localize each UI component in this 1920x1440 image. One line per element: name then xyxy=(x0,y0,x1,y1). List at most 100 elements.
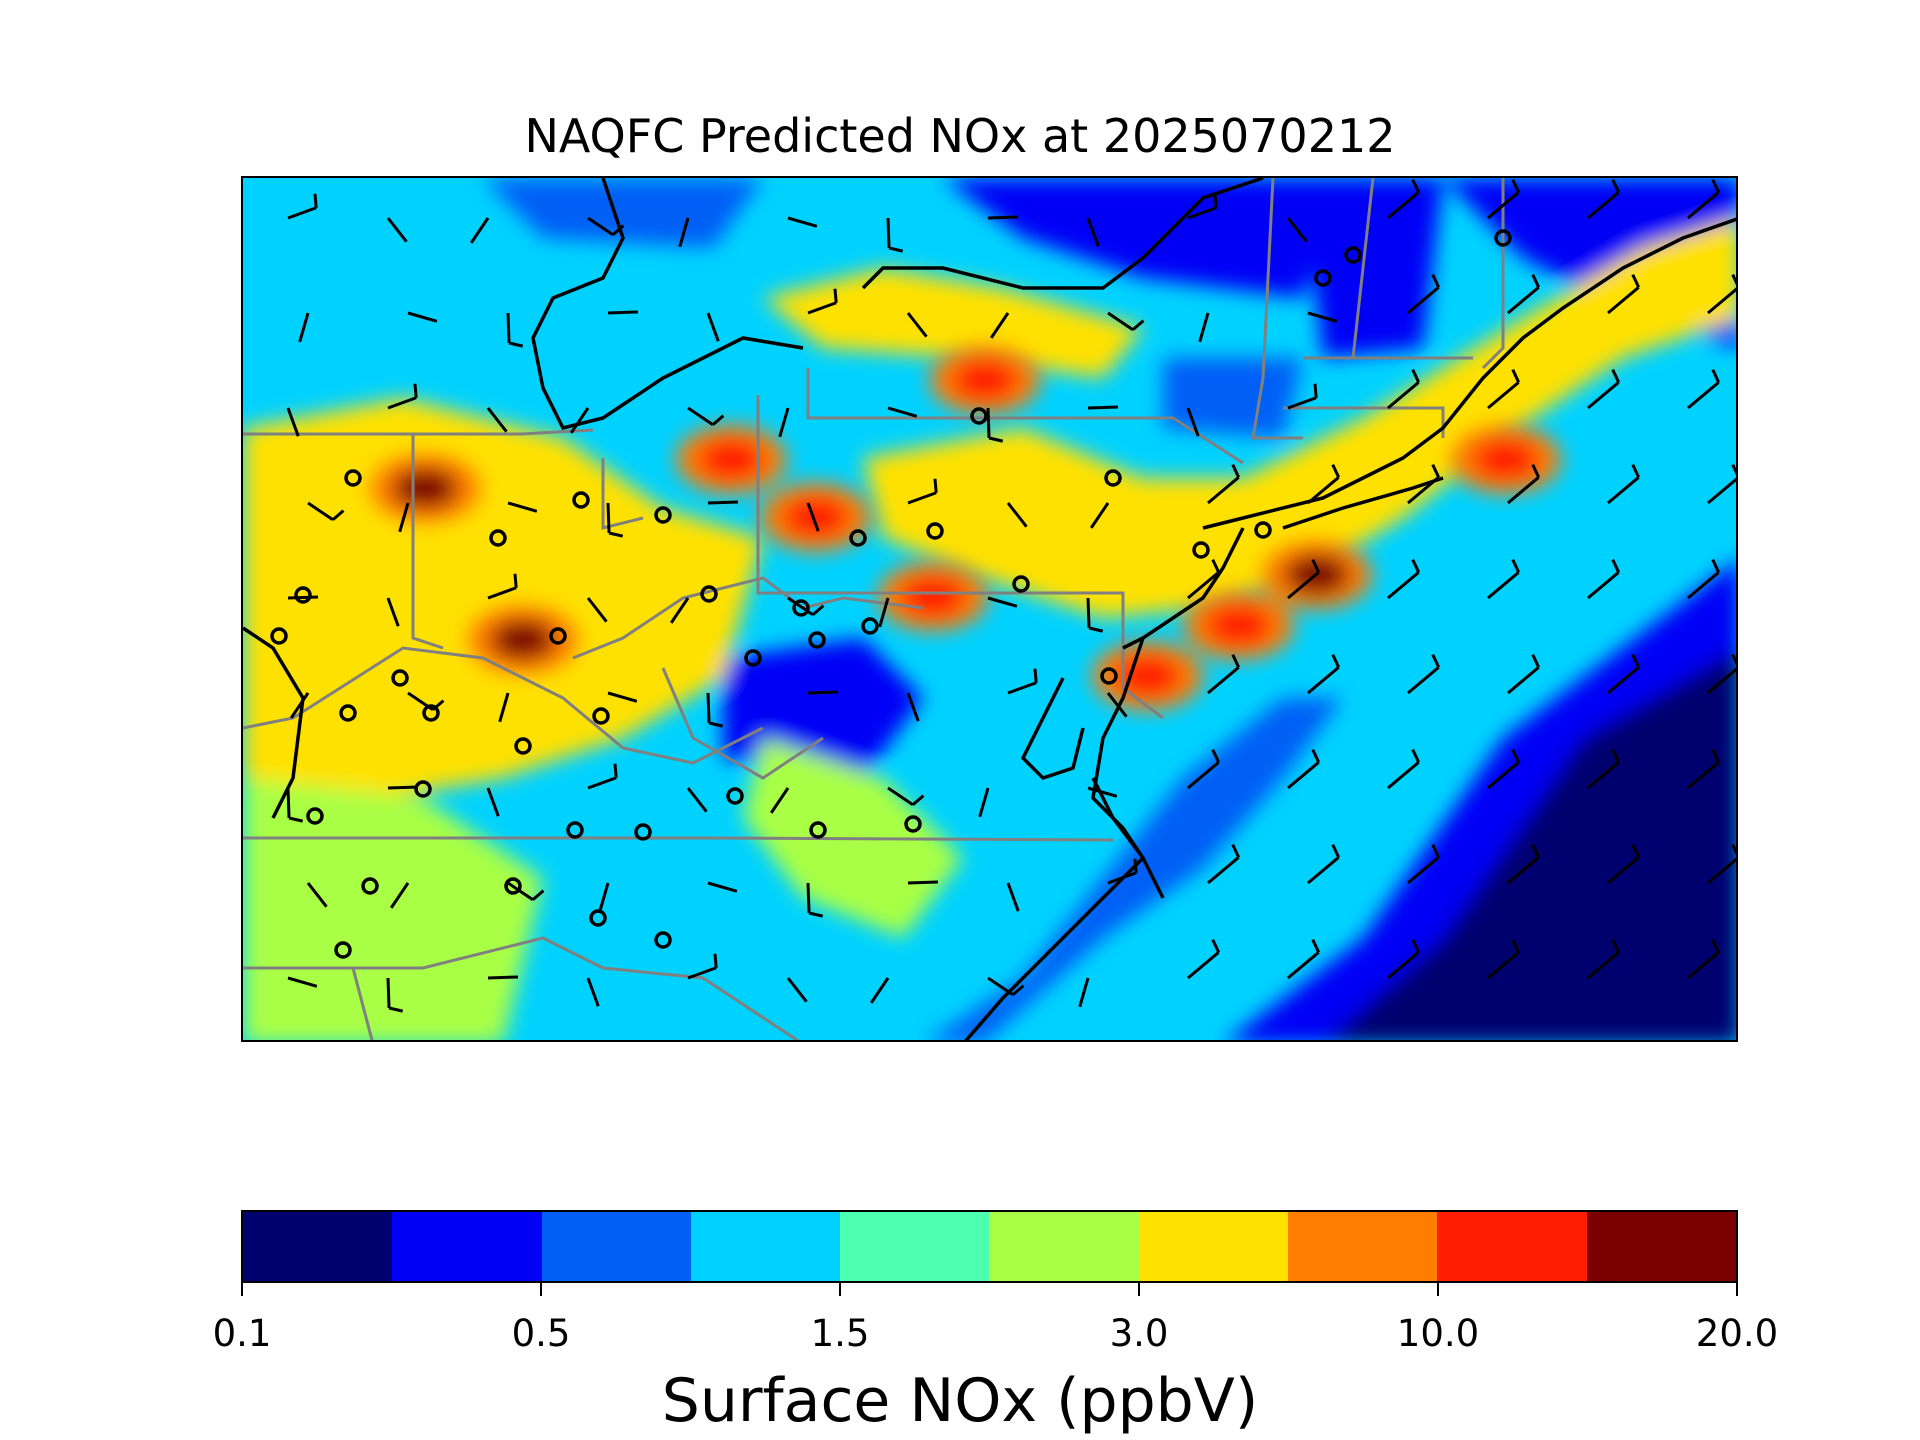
station-circle-icon xyxy=(589,909,607,927)
wind-barb-icon xyxy=(1307,463,1341,505)
wind-barb-icon xyxy=(1107,311,1145,332)
wind-barb-icon xyxy=(298,312,310,343)
station-circle-icon xyxy=(654,506,672,524)
colorbar-segment xyxy=(1138,1212,1289,1281)
colorbar-tick-label: 0.1 xyxy=(212,1312,272,1355)
wind-barb-icon xyxy=(878,597,890,628)
wind-barb-icon xyxy=(607,310,639,315)
nox-map xyxy=(243,178,1736,1040)
wind-barb-icon xyxy=(286,787,304,823)
colorbar-label: Surface NOx (ppbV) xyxy=(661,1366,1259,1436)
wind-barb-icon xyxy=(386,977,404,1013)
wind-barb-icon xyxy=(1407,843,1441,885)
wind-barb-icon xyxy=(607,691,638,703)
wind-barb-icon xyxy=(1207,463,1241,505)
wind-barb-icon xyxy=(1507,653,1541,695)
station-circle-icon xyxy=(1344,246,1362,264)
station-circle-icon xyxy=(634,823,652,841)
colorbar-tick-label: 1.5 xyxy=(810,1312,870,1355)
ontario-low xyxy=(483,178,763,248)
station-circle-icon xyxy=(422,704,440,722)
wind-barb-icon xyxy=(507,881,545,902)
colorbar-segment xyxy=(989,1212,1139,1281)
station-circle-icon xyxy=(1104,469,1122,487)
wind-barb-icon xyxy=(706,312,720,342)
wind-barb-icon xyxy=(1187,938,1221,980)
wind-barb-icon xyxy=(387,785,419,790)
wind-barb-icon xyxy=(1407,463,1441,505)
wind-barb-icon xyxy=(286,407,300,437)
wind-barb-icon xyxy=(886,217,904,253)
station-circle-icon xyxy=(334,941,352,959)
station-circle-icon xyxy=(592,707,610,725)
wind-barb-icon xyxy=(806,882,824,918)
boundary-il-wi xyxy=(243,428,594,436)
wind-barb-icon xyxy=(678,217,690,248)
colorbar-tick-label: 20.0 xyxy=(1695,1312,1779,1355)
wind-barbs xyxy=(286,178,1736,1013)
wind-barb-icon xyxy=(1687,558,1721,600)
wind-barb-icon xyxy=(398,502,410,533)
wind-barb-icon xyxy=(469,217,490,244)
colorbar-tick-mark xyxy=(241,1283,243,1296)
wind-barb-icon xyxy=(507,501,538,513)
wind-barb-icon xyxy=(389,882,410,909)
station-circle-icon xyxy=(700,585,718,603)
wind-barb-icon xyxy=(587,216,625,237)
boundary-tn-nc-south xyxy=(243,936,800,1040)
hotspot-core xyxy=(783,497,848,538)
wind-barb-icon xyxy=(486,407,508,433)
station-circle-icon xyxy=(489,529,507,547)
station-circle-icon xyxy=(572,491,590,509)
wind-barb-icon xyxy=(569,407,590,434)
wind-barb-icon xyxy=(1607,273,1641,315)
long-island xyxy=(1282,476,1444,530)
wind-barb-icon xyxy=(306,882,328,908)
chesapeake-bay xyxy=(1020,677,1085,781)
station-circle-icon xyxy=(861,617,879,635)
station-circle-icon xyxy=(504,877,522,895)
station-markers xyxy=(270,229,1512,959)
wind-barb-icon xyxy=(1587,368,1621,410)
new-england-low xyxy=(1303,178,1443,358)
station-circle-icon xyxy=(344,469,362,487)
wind-barb-icon xyxy=(807,288,838,315)
wind-barb-icon xyxy=(687,953,718,980)
corridor-moderate xyxy=(863,219,1736,618)
wind-barb-icon xyxy=(1487,748,1521,790)
boundary-ny-pa xyxy=(806,368,1244,465)
wind-barb-icon xyxy=(707,881,738,893)
wind-barb-icon xyxy=(1006,882,1020,912)
wind-barb-icon xyxy=(1487,938,1521,980)
wind-barb-icon xyxy=(1707,843,1736,885)
station-circle-icon xyxy=(1314,269,1332,287)
wind-barb-icon xyxy=(387,383,418,410)
wind-barb-icon xyxy=(1707,653,1736,695)
wind-barb-icon xyxy=(1587,748,1621,790)
colorbar-tick-mark xyxy=(1437,1283,1439,1296)
hotspot-core xyxy=(699,439,764,480)
colorbar-segment xyxy=(1437,1212,1587,1281)
station-circle-icon xyxy=(514,737,532,755)
wind-barb-icon xyxy=(1207,653,1241,695)
wind-barb-icon xyxy=(287,595,319,600)
lake-erie-shore xyxy=(531,178,804,431)
station-circle-icon xyxy=(904,815,922,833)
wind-barb-icon xyxy=(978,787,990,818)
boundary-ga xyxy=(351,967,374,1040)
station-circle-icon xyxy=(726,787,744,805)
state-boundaries xyxy=(243,178,1505,1040)
hotspot-core xyxy=(490,619,555,660)
station-circle-icon xyxy=(654,931,672,949)
wind-barb-icon xyxy=(1198,312,1210,343)
wind-barb-icon xyxy=(1507,463,1541,505)
wind-barb-icon xyxy=(498,692,510,723)
wind-barb-icon xyxy=(1687,748,1721,790)
colorbar-segment xyxy=(840,1212,990,1281)
wind-barb-icon xyxy=(987,215,1019,220)
station-circle-icon xyxy=(306,807,324,825)
colorbar-tick-label: 3.0 xyxy=(1109,1312,1169,1355)
boundary-oh-pa-north xyxy=(601,458,644,530)
boundary-pa-west-south xyxy=(756,395,963,595)
wind-barb-icon xyxy=(686,787,708,813)
